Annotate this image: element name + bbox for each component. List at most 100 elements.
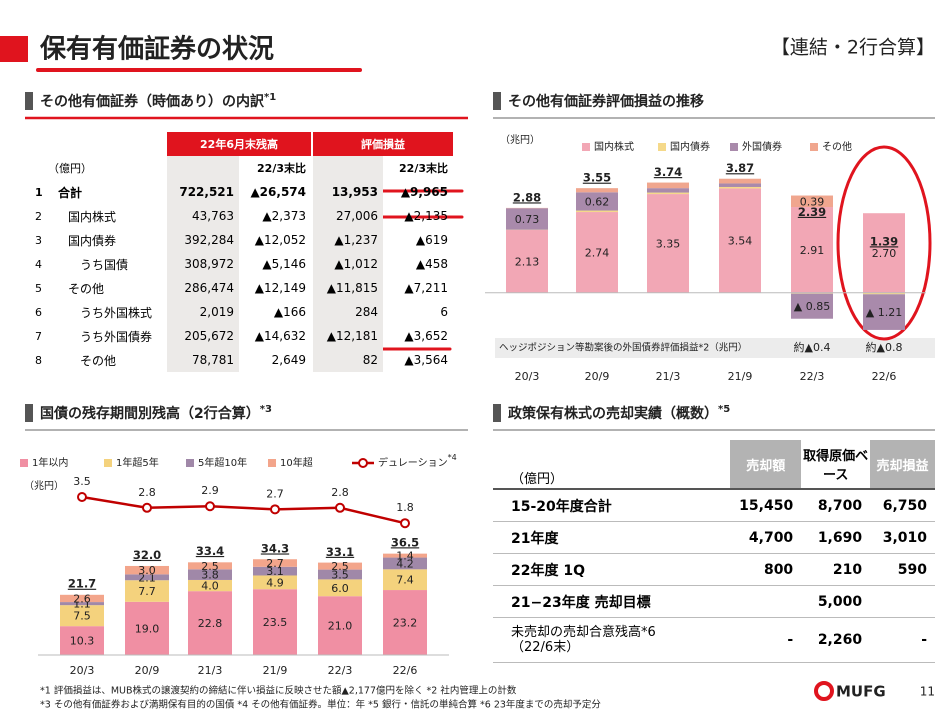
value-label: 3.1 xyxy=(266,565,284,578)
cell: ▲12,181 xyxy=(313,324,383,348)
row-label: 21年度 xyxy=(493,521,731,554)
section-note: *3 xyxy=(260,404,272,415)
cell: 82 xyxy=(313,348,383,372)
section-title: その他有価証券（時価あり）の内訳*1 xyxy=(40,92,276,110)
x-tick-label: 22/6 xyxy=(393,664,418,677)
table-head: （億円） 売却額 取得原価ベース 売却損益 xyxy=(493,440,935,489)
total-label: 2.88 xyxy=(513,190,541,204)
table-row: 3 国内債券 392,284 ▲12,052 ▲1,237 ▲619 xyxy=(30,228,453,252)
total-label: 32.0 xyxy=(133,548,161,562)
cell: ▲14,632 xyxy=(254,329,306,343)
cell: ▲5,146 xyxy=(262,257,306,271)
x-tick-label: 22/3 xyxy=(800,370,825,383)
header-row: （億円） 売却額 取得原価ベース 売却損益 xyxy=(493,440,935,489)
bar-segment xyxy=(253,589,297,655)
row-number: 8 xyxy=(35,353,42,367)
axis-label: （兆円） xyxy=(500,134,540,146)
bar-segment xyxy=(647,192,689,195)
total-label: 2.39 xyxy=(798,205,826,219)
blank xyxy=(167,156,239,180)
cell: 6 xyxy=(440,305,448,319)
cell: 8,700 xyxy=(801,488,871,522)
cell: ▲2,373 xyxy=(262,209,306,223)
bar-segment xyxy=(125,565,169,575)
cell: ▲9,965 xyxy=(400,185,448,199)
line-value-label: 2.7 xyxy=(266,487,284,500)
x-tick-label: 20/9 xyxy=(135,664,160,677)
cell: 1,690 xyxy=(801,521,871,554)
table-head: 22年6月末残高 評価損益 （億円） 22/3末比 22/3末比 xyxy=(30,132,453,180)
row-label: 21−23年度 売却目標 xyxy=(493,585,731,618)
table-row: 21年度 4,700 1,690 3,010 xyxy=(493,521,935,554)
value-label: 2.5 xyxy=(331,560,349,573)
cell: - xyxy=(870,617,935,663)
x-tick-label: 21/3 xyxy=(198,664,223,677)
bar-segment xyxy=(60,594,104,603)
bar-segment xyxy=(383,569,427,591)
bar-segment xyxy=(318,579,362,597)
section-title-text: 国債の残存期間別残高（2行合算） xyxy=(40,405,260,422)
bar-segment xyxy=(506,230,548,293)
bar-segment xyxy=(60,626,104,655)
cell: ▲2,135 xyxy=(404,209,448,223)
bar-segment xyxy=(719,188,761,293)
value-label: 3.35 xyxy=(656,237,681,250)
blank xyxy=(313,156,383,180)
section-title: 政策保有株式の売却実績（概数）*5 xyxy=(508,404,730,422)
cell: 205,672 xyxy=(167,324,239,348)
value-label: 2.7 xyxy=(266,557,284,570)
row-label: 国内株式 xyxy=(68,209,117,224)
cell: 27,006 xyxy=(313,204,383,228)
cell: ▲1,237 xyxy=(313,228,383,252)
footnote: *3 その他有価証券および満期保有目的の国債 *4 その他有価証券。単位：年 *… xyxy=(40,699,601,711)
value-label: 7.7 xyxy=(138,585,156,598)
cell: ▲1,012 xyxy=(313,252,383,276)
cell: ▲7,211 xyxy=(404,281,448,295)
row-number: 5 xyxy=(35,281,42,295)
column-header: 売却額 xyxy=(730,440,802,489)
legend-label: 10年超 xyxy=(280,456,313,469)
line-value-label: 2.8 xyxy=(331,486,349,499)
legend-label: 国内株式 xyxy=(594,140,634,153)
bar-segment xyxy=(719,183,761,187)
x-tick-label: 20/3 xyxy=(515,370,540,383)
line-value-label: 2.9 xyxy=(201,484,219,497)
x-tick-label: 21/9 xyxy=(728,370,753,383)
bar-segment xyxy=(383,557,427,570)
bar-segment xyxy=(253,566,297,576)
header-row: （億円） 22/3末比 22/3末比 xyxy=(30,156,453,180)
total-label: 36.5 xyxy=(391,535,419,549)
section-title-text: その他有価証券（時価あり）の内訳 xyxy=(40,93,265,110)
value-label: 7.4 xyxy=(396,574,414,587)
line-marker xyxy=(270,504,280,515)
cell: 5,000 xyxy=(801,585,871,618)
sub-header: 22/3末比 xyxy=(257,162,306,175)
bar-segment xyxy=(318,562,362,570)
table-row: 5 その他 286,474 ▲12,149 ▲11,815 ▲7,211 xyxy=(30,276,453,300)
x-tick-label: 22/3 xyxy=(328,664,353,677)
cell: ▲3,652 xyxy=(404,329,448,343)
value-label: 4.9 xyxy=(266,576,284,589)
bar-segment xyxy=(506,208,548,230)
cell: 392,284 xyxy=(167,228,239,252)
cell: 286,474 xyxy=(167,276,239,300)
scope-label: 【連結・2行合算】 xyxy=(771,37,935,59)
note-row-label: ヘッジポジション等勘案後の外国債券評価損益*2（兆円） xyxy=(499,342,747,354)
bar-segment xyxy=(383,590,427,655)
legend-label: その他 xyxy=(822,140,852,153)
section-marker xyxy=(493,404,501,422)
table-row: 22年度 1Q 800 210 590 xyxy=(493,553,935,586)
row-label: 未売却の売却合意残高*6 （22/6末） xyxy=(493,617,731,663)
bar-segment xyxy=(791,293,833,319)
value-label: 19.0 xyxy=(135,622,160,635)
row-label: その他 xyxy=(68,281,105,296)
row-number: 7 xyxy=(35,329,42,343)
row-number: 3 xyxy=(35,233,42,247)
cell: ▲12,052 xyxy=(254,233,306,247)
total-label: 21.7 xyxy=(68,577,96,591)
bar-segment xyxy=(791,195,833,208)
bar-segment xyxy=(576,210,618,213)
row-label: 15-20年度合計 xyxy=(493,488,731,522)
cell: 590 xyxy=(870,553,935,586)
